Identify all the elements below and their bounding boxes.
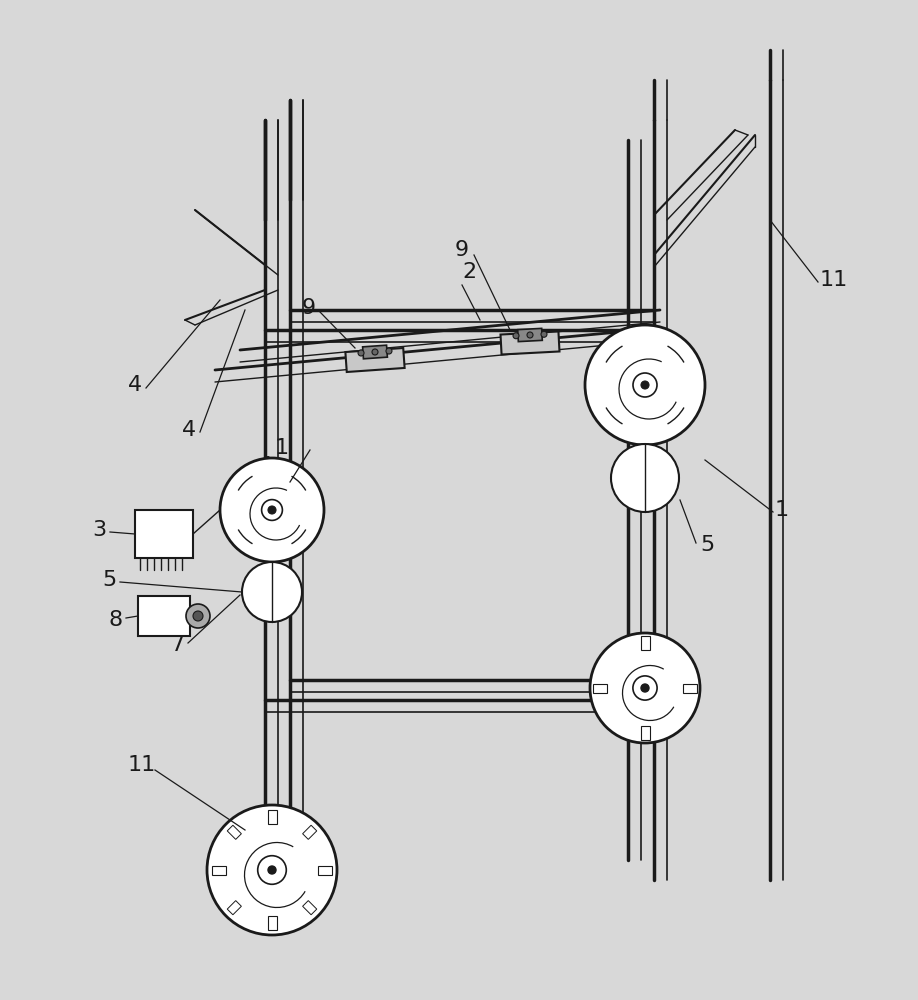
Text: 5: 5 <box>102 570 117 590</box>
Circle shape <box>358 350 364 356</box>
Polygon shape <box>267 916 276 930</box>
Circle shape <box>258 856 286 884</box>
Circle shape <box>611 444 679 512</box>
Text: 2: 2 <box>462 262 476 282</box>
Text: 11: 11 <box>820 270 848 290</box>
Text: 4: 4 <box>128 375 142 395</box>
Polygon shape <box>683 684 697 692</box>
Text: 1: 1 <box>775 500 789 520</box>
Polygon shape <box>267 810 276 824</box>
Polygon shape <box>641 636 650 650</box>
Polygon shape <box>303 901 317 915</box>
Text: 11: 11 <box>128 755 156 775</box>
Circle shape <box>541 331 547 337</box>
Circle shape <box>527 332 533 338</box>
Polygon shape <box>518 328 543 342</box>
Polygon shape <box>228 901 241 915</box>
Polygon shape <box>500 331 559 355</box>
Polygon shape <box>135 510 193 558</box>
Circle shape <box>186 604 210 628</box>
Circle shape <box>220 458 324 562</box>
Text: 9: 9 <box>302 298 316 318</box>
Polygon shape <box>303 825 317 839</box>
Circle shape <box>386 348 392 354</box>
Polygon shape <box>319 865 332 874</box>
Text: 4: 4 <box>182 420 196 440</box>
Polygon shape <box>641 726 650 740</box>
Circle shape <box>193 611 203 621</box>
Polygon shape <box>138 596 190 636</box>
Text: 5: 5 <box>700 535 714 555</box>
Polygon shape <box>228 825 241 839</box>
Text: 9: 9 <box>455 240 469 260</box>
Circle shape <box>633 676 657 700</box>
Text: 7: 7 <box>170 635 185 655</box>
Text: 1: 1 <box>275 438 289 458</box>
Circle shape <box>268 866 276 874</box>
Text: 3: 3 <box>92 520 106 540</box>
Circle shape <box>641 381 649 389</box>
Circle shape <box>585 325 705 445</box>
Text: 8: 8 <box>108 610 122 630</box>
Polygon shape <box>593 684 607 692</box>
Circle shape <box>242 562 302 622</box>
Circle shape <box>207 805 337 935</box>
Circle shape <box>268 506 276 514</box>
Polygon shape <box>363 345 387 359</box>
Polygon shape <box>345 348 405 372</box>
Circle shape <box>262 500 283 520</box>
Circle shape <box>633 373 657 397</box>
Circle shape <box>641 684 649 692</box>
Circle shape <box>590 633 700 743</box>
Polygon shape <box>212 865 226 874</box>
Circle shape <box>372 349 378 355</box>
Circle shape <box>513 333 519 339</box>
